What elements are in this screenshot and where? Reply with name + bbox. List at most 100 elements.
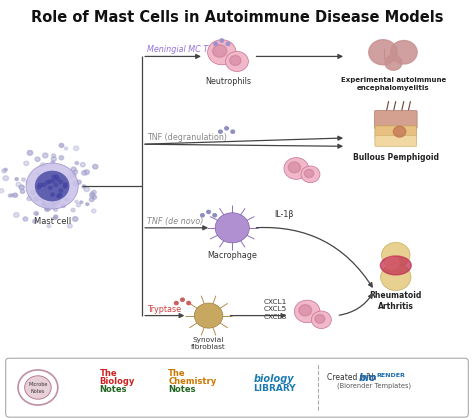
Circle shape	[4, 168, 7, 171]
Text: RENDER: RENDER	[377, 373, 406, 378]
Circle shape	[82, 171, 87, 175]
Circle shape	[214, 42, 218, 46]
Circle shape	[52, 175, 55, 178]
Circle shape	[33, 219, 37, 223]
Text: (Biorender Templates): (Biorender Templates)	[337, 382, 410, 389]
Circle shape	[71, 208, 75, 212]
Circle shape	[31, 191, 36, 195]
Circle shape	[14, 212, 19, 217]
Circle shape	[9, 194, 12, 197]
Circle shape	[84, 187, 90, 191]
Circle shape	[56, 177, 60, 181]
Text: Biology: Biology	[100, 377, 135, 386]
Circle shape	[84, 170, 90, 175]
Circle shape	[45, 206, 49, 210]
Circle shape	[92, 190, 96, 194]
Circle shape	[284, 158, 309, 179]
Circle shape	[226, 42, 230, 46]
Circle shape	[80, 163, 85, 167]
Circle shape	[220, 39, 224, 42]
Circle shape	[225, 127, 228, 130]
Circle shape	[0, 189, 4, 193]
Circle shape	[229, 56, 241, 66]
Circle shape	[46, 206, 51, 210]
Circle shape	[75, 161, 79, 165]
Circle shape	[181, 298, 184, 301]
Circle shape	[73, 173, 76, 176]
Circle shape	[299, 305, 311, 316]
Circle shape	[73, 181, 78, 186]
Circle shape	[38, 183, 42, 186]
Circle shape	[26, 181, 29, 184]
Circle shape	[174, 301, 178, 305]
Circle shape	[40, 198, 44, 201]
Text: Macrophage: Macrophage	[207, 251, 257, 260]
Circle shape	[80, 201, 83, 204]
Circle shape	[51, 157, 56, 161]
Circle shape	[43, 202, 46, 206]
FancyBboxPatch shape	[375, 135, 417, 146]
Circle shape	[3, 176, 9, 181]
Circle shape	[26, 163, 78, 209]
Circle shape	[54, 183, 58, 186]
Circle shape	[54, 217, 57, 219]
Text: Synovial
fibroblast: Synovial fibroblast	[191, 337, 226, 350]
Circle shape	[59, 156, 64, 160]
Circle shape	[43, 153, 48, 158]
Circle shape	[231, 130, 235, 133]
Circle shape	[21, 178, 25, 181]
Circle shape	[385, 257, 399, 270]
Circle shape	[27, 150, 33, 155]
Circle shape	[20, 189, 25, 194]
Circle shape	[54, 208, 57, 212]
Circle shape	[24, 161, 29, 166]
Circle shape	[75, 200, 78, 203]
Circle shape	[58, 194, 62, 197]
Circle shape	[208, 40, 236, 65]
Circle shape	[51, 201, 55, 205]
Circle shape	[59, 143, 64, 147]
Text: CXCL1
CXCL5
CXCL8: CXCL1 CXCL5 CXCL8	[263, 299, 287, 320]
Circle shape	[42, 183, 46, 186]
Circle shape	[73, 146, 79, 150]
Circle shape	[92, 195, 97, 199]
Circle shape	[48, 180, 52, 183]
Circle shape	[16, 182, 21, 187]
Circle shape	[34, 196, 39, 201]
Circle shape	[35, 212, 38, 215]
Circle shape	[52, 154, 55, 158]
Circle shape	[64, 183, 67, 186]
Ellipse shape	[380, 256, 411, 275]
FancyBboxPatch shape	[374, 110, 417, 129]
Circle shape	[76, 180, 81, 184]
Circle shape	[53, 203, 57, 206]
Text: The: The	[168, 369, 186, 378]
Circle shape	[55, 175, 58, 178]
Circle shape	[68, 224, 73, 228]
Circle shape	[46, 181, 49, 184]
Circle shape	[90, 198, 94, 201]
Circle shape	[369, 40, 397, 65]
Circle shape	[35, 157, 40, 161]
Circle shape	[48, 199, 54, 204]
Circle shape	[49, 204, 55, 208]
Circle shape	[201, 214, 204, 217]
Text: Tryptase: Tryptase	[147, 304, 181, 314]
Circle shape	[56, 200, 60, 204]
Circle shape	[59, 189, 63, 192]
Text: biology: biology	[254, 374, 294, 384]
Circle shape	[51, 179, 55, 183]
Circle shape	[42, 202, 46, 206]
Circle shape	[73, 217, 78, 221]
Circle shape	[311, 311, 331, 329]
Text: Notes: Notes	[31, 389, 45, 394]
Circle shape	[36, 171, 69, 201]
Text: Created with: Created with	[327, 373, 376, 382]
Circle shape	[48, 186, 52, 189]
Circle shape	[92, 164, 98, 169]
Circle shape	[27, 196, 32, 201]
Circle shape	[25, 376, 51, 399]
Circle shape	[391, 41, 417, 64]
Circle shape	[71, 167, 76, 172]
Circle shape	[90, 192, 94, 195]
